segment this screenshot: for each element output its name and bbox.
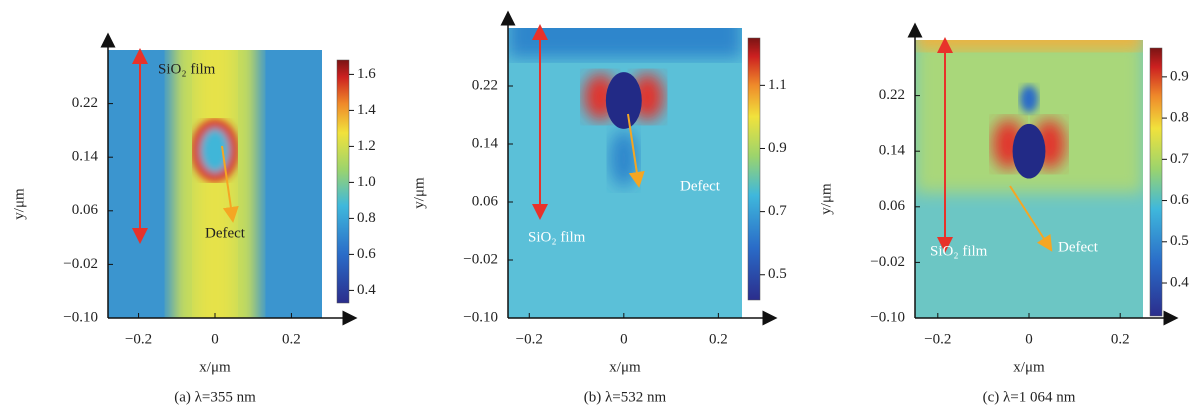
colorbar <box>1149 47 1163 317</box>
y-tick-label: 0.14 <box>72 149 99 165</box>
panel-title: (c) λ=1 064 nm <box>983 389 1076 405</box>
y-tick-label: 0.22 <box>72 95 98 111</box>
colorbar-tick-label: 1.6 <box>357 66 376 82</box>
y-tick-label: 0.14 <box>879 143 906 159</box>
x-tick-label: 0.2 <box>282 331 301 347</box>
y-tick-label: 0.22 <box>879 87 905 103</box>
panel: −0.10 −0.02 0.06 0.14 0.22 −0.2 0 0.2 x/μm y/μm (a… <box>11 32 376 405</box>
film-label: SiO₂ film <box>930 243 988 259</box>
defect-label: Defect <box>680 178 721 194</box>
x-axis-label: x/μm <box>1013 359 1045 375</box>
y-tick-label: −0.02 <box>870 254 905 270</box>
colorbar-tick-label: 1.2 <box>357 138 376 154</box>
x-tick-label: 0 <box>620 331 628 347</box>
colorbar-tick-label: 0.5 <box>1170 233 1189 249</box>
defect <box>605 72 642 129</box>
colorbar-tick-label: 0.7 <box>768 203 787 219</box>
y-axis-label: y/μm <box>818 183 834 215</box>
defect-arrow <box>1009 185 1053 252</box>
colorbar-tick-label: 0.8 <box>1170 110 1189 126</box>
y-tick-label: 0.14 <box>472 135 499 151</box>
panel: −0.10 −0.02 0.06 0.14 0.22 −0.2 0 0.2 x/μm y/μm (b… <box>411 10 787 405</box>
field <box>108 50 322 318</box>
defect-arrow <box>221 145 239 223</box>
y-axis-label: y/μm <box>411 177 427 209</box>
x-tick-label: 0.2 <box>1111 331 1130 347</box>
defect-rim <box>191 119 239 182</box>
x-tick-label: −0.2 <box>516 331 543 347</box>
panel: −0.10 −0.02 0.06 0.14 0.22 −0.2 0 0.2 x/μm y/μm (c… <box>818 22 1189 405</box>
defect-label: Defect <box>1058 239 1099 255</box>
colorbar-tick-label: 0.5 <box>768 266 787 282</box>
wake <box>1019 85 1039 113</box>
y-tick-label: 0.22 <box>472 77 498 93</box>
x-tick-label: −0.2 <box>924 331 951 347</box>
colorbar-tick-label: 0.8 <box>357 210 376 226</box>
x-axis-label: x/μm <box>199 359 231 375</box>
x-tick-label: −0.2 <box>125 331 152 347</box>
colorbar-tick-label: 0.6 <box>357 246 376 262</box>
panel-title: (a) λ=355 nm <box>174 389 256 405</box>
colorbar-tick-label: 0.4 <box>357 282 376 298</box>
colorbar-tick-label: 0.9 <box>1170 68 1189 84</box>
x-axis-label: x/μm <box>609 359 641 375</box>
colorbar-tick-label: 0.6 <box>1170 192 1189 208</box>
film-label: SiO₂ film <box>158 61 216 77</box>
defect-label: Defect <box>205 225 246 241</box>
field <box>508 28 742 318</box>
field-hot <box>915 40 1143 50</box>
x-tick-label: 0 <box>211 331 219 347</box>
y-tick-label: −0.02 <box>463 251 498 267</box>
y-tick-label: 0.06 <box>72 202 99 218</box>
colorbar-tick-label: 0.4 <box>1170 274 1189 290</box>
colorbar <box>336 59 350 304</box>
defect <box>1012 123 1046 179</box>
y-tick-label: 0.06 <box>879 198 906 214</box>
defect-arrow <box>627 113 645 188</box>
x-tick-label: 0 <box>1025 331 1033 347</box>
field <box>915 40 1143 318</box>
y-tick-label: −0.10 <box>870 309 905 325</box>
colorbar-tick-label: 1.0 <box>357 174 376 190</box>
y-axis-label: y/μm <box>11 188 27 220</box>
colorbar-tick-label: 0.7 <box>1170 151 1189 167</box>
colorbar-tick-label: 1.1 <box>768 77 787 93</box>
colorbar-tick-label: 0.9 <box>768 140 787 156</box>
field-top <box>508 28 742 58</box>
y-tick-label: 0.06 <box>472 193 499 209</box>
colorbar <box>747 37 761 301</box>
y-tick-label: −0.02 <box>63 256 98 272</box>
x-tick-label: 0.2 <box>709 331 728 347</box>
colorbar-tick-label: 1.4 <box>357 102 376 118</box>
y-tick-label: −0.10 <box>63 309 98 325</box>
panel-title: (b) λ=532 nm <box>584 389 667 405</box>
y-tick-label: −0.10 <box>463 309 498 325</box>
film-label: SiO₂ film <box>528 229 586 245</box>
